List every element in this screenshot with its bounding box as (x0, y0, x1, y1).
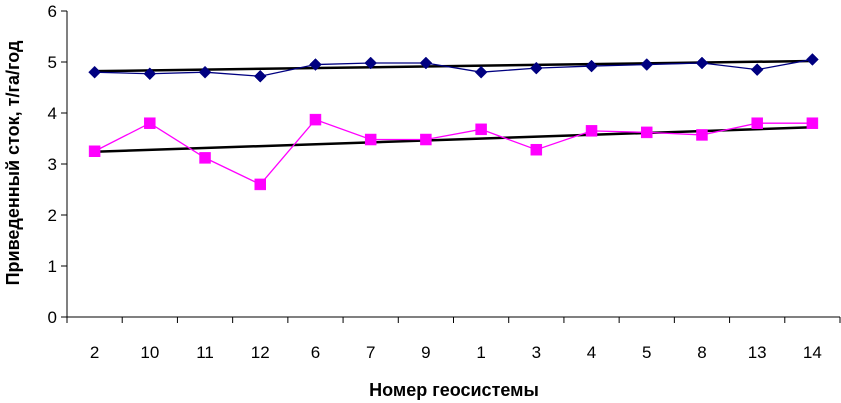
series-1 (88, 53, 819, 83)
data-point (806, 117, 819, 129)
y-axis-title: Приведенный сток, т/га/год (3, 40, 23, 285)
x-tick-label: 7 (366, 343, 375, 362)
data-point (640, 58, 654, 71)
series-2-line (94, 118, 813, 186)
series-2 (88, 113, 819, 191)
x-tick-label: 12 (251, 343, 270, 362)
data-point (750, 63, 764, 77)
data-point (751, 117, 763, 129)
data-point (309, 113, 322, 126)
data-point (309, 58, 322, 71)
y-tick-label: 1 (48, 257, 57, 276)
x-tick-label: 2 (90, 343, 99, 362)
y-tick-label: 4 (48, 104, 57, 123)
data-point (199, 152, 211, 164)
y-tick-label: 2 (48, 206, 57, 225)
x-tick-label: 11 (196, 343, 214, 362)
data-point (88, 145, 101, 157)
data-point (695, 56, 709, 70)
x-axis-title: Номер геосистемы (369, 380, 539, 400)
x-tick-label: 13 (748, 343, 767, 362)
x-tick-label: 1 (476, 343, 485, 362)
data-point (198, 65, 212, 79)
y-tick-label: 3 (48, 155, 57, 174)
y-tick-label: 6 (48, 2, 57, 21)
y-tick-label: 5 (48, 53, 57, 72)
data-point (585, 125, 598, 137)
data-point (143, 67, 157, 81)
data-point (364, 133, 377, 146)
data-point (475, 123, 487, 136)
data-point (144, 117, 156, 129)
data-point (419, 56, 433, 70)
x-tick-label: 14 (803, 343, 822, 362)
x-tick-label: 6 (311, 343, 320, 362)
x-axis: 2 10 11 12 6 7 9 1 3 4 5 8 13 14 (66, 316, 841, 362)
series (88, 53, 819, 191)
data-point (253, 69, 267, 83)
y-axis: 0 1 2 3 4 5 6 (48, 2, 68, 327)
data-point (641, 126, 653, 139)
data-point (364, 56, 378, 70)
data-point (806, 53, 819, 66)
data-point (696, 129, 708, 141)
x-tick-label: 4 (587, 343, 596, 362)
x-tick-label: 3 (532, 343, 541, 362)
x-tick-label: 10 (140, 343, 159, 362)
y-tick-label: 0 (48, 308, 57, 327)
data-point (254, 178, 266, 191)
data-point (88, 65, 101, 79)
x-tick-label: 8 (697, 343, 706, 362)
series-1-line (94, 58, 813, 77)
data-point (474, 65, 488, 79)
data-point (420, 133, 432, 146)
data-point (585, 59, 598, 73)
x-tick-label: 5 (642, 343, 651, 362)
data-point (529, 61, 543, 75)
data-point (530, 143, 543, 156)
x-tick-label: 9 (421, 343, 430, 362)
trendline-2 (94, 126, 813, 154)
